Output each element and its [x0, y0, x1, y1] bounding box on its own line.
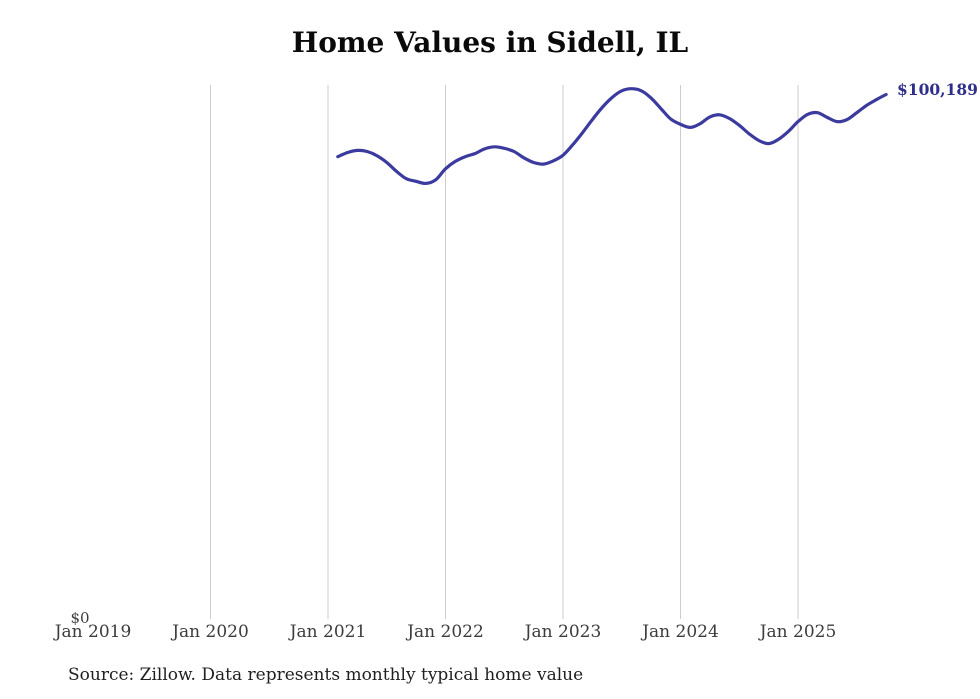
x-tick-label: Jan 2022 [407, 622, 484, 642]
latest-value-label: $100,189 [897, 80, 978, 99]
x-tick-label: Jan 2024 [642, 622, 719, 642]
home-value-line [336, 87, 888, 186]
gridlines [210, 85, 799, 619]
y-axis-zero-label: $0 [70, 609, 90, 627]
x-tick-label: Jan 2021 [289, 622, 367, 642]
chart-title: Home Values in Sidell, IL [291, 26, 689, 59]
source-note: Source: Zillow. Data represents monthly … [68, 665, 584, 685]
x-tick-label: Jan 2019 [54, 622, 132, 642]
x-tick-label: Jan 2025 [759, 622, 837, 642]
x-tick-label: Jan 2023 [524, 622, 602, 642]
x-tick-label: Jan 2020 [172, 622, 249, 642]
